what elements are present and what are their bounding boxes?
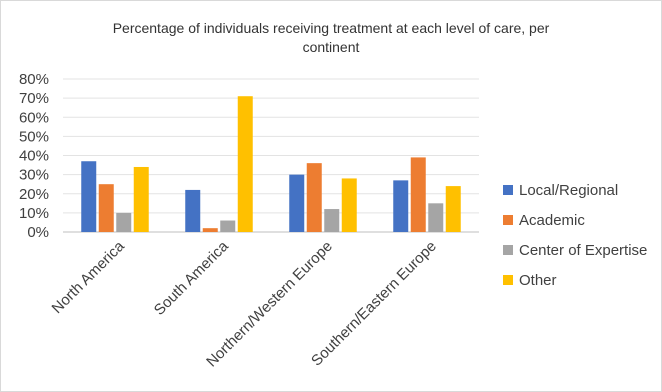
bars: [81, 96, 461, 233]
x-axis-ticks: North America South AmericaNorthern/Weste…: [49, 237, 440, 370]
legend-label: Local/Regional: [519, 181, 619, 199]
y-axis-ticks: 0% 10% 20% 30% 40% 50% 60% 70% 80%: [19, 71, 49, 241]
legend-swatch: [503, 185, 513, 195]
y-tick-label: 80%: [19, 71, 49, 88]
gridlines: [63, 78, 479, 233]
legend-label: Other: [519, 271, 557, 289]
legend-label: Center of Expertise: [519, 241, 648, 259]
legend-swatch: [503, 245, 513, 255]
y-tick-label: 30%: [19, 167, 49, 184]
bar: [428, 203, 444, 232]
y-tick-label: 10%: [19, 205, 49, 222]
bar: [306, 163, 322, 232]
legend-label: Academic: [519, 211, 585, 229]
bar: [202, 228, 218, 232]
bar: [133, 166, 149, 232]
bar: [341, 178, 357, 232]
y-tick-label: 20%: [19, 186, 49, 203]
y-tick-label: 70%: [19, 90, 49, 107]
chart-title: Percentage of individuals receiving trea…: [112, 20, 550, 55]
y-tick-label: 40%: [19, 148, 49, 165]
bar: [185, 189, 201, 232]
bar: [393, 180, 409, 232]
legend-item: Academic: [503, 205, 647, 235]
bar: [324, 209, 340, 232]
y-tick-label: 50%: [19, 128, 49, 145]
bar: [445, 186, 461, 232]
legend-item: Other: [503, 265, 647, 295]
bar: [116, 212, 132, 232]
x-tick-label: North America: [49, 237, 129, 317]
legend-swatch: [503, 215, 513, 225]
y-tick-label: 0%: [27, 224, 49, 241]
legend: Local/Regional Academic Center of Expertis…: [503, 175, 647, 295]
legend-item: Local/Regional: [503, 175, 647, 205]
legend-item: Center of Expertise: [503, 235, 647, 265]
bar: [410, 157, 426, 232]
bar: [81, 161, 97, 232]
bar: [289, 174, 305, 232]
x-tick-label: South America: [151, 237, 232, 318]
y-tick-label: 60%: [19, 109, 49, 126]
legend-swatch: [503, 275, 513, 285]
bar: [220, 220, 236, 232]
bar: [98, 184, 114, 232]
bar: [237, 96, 253, 233]
